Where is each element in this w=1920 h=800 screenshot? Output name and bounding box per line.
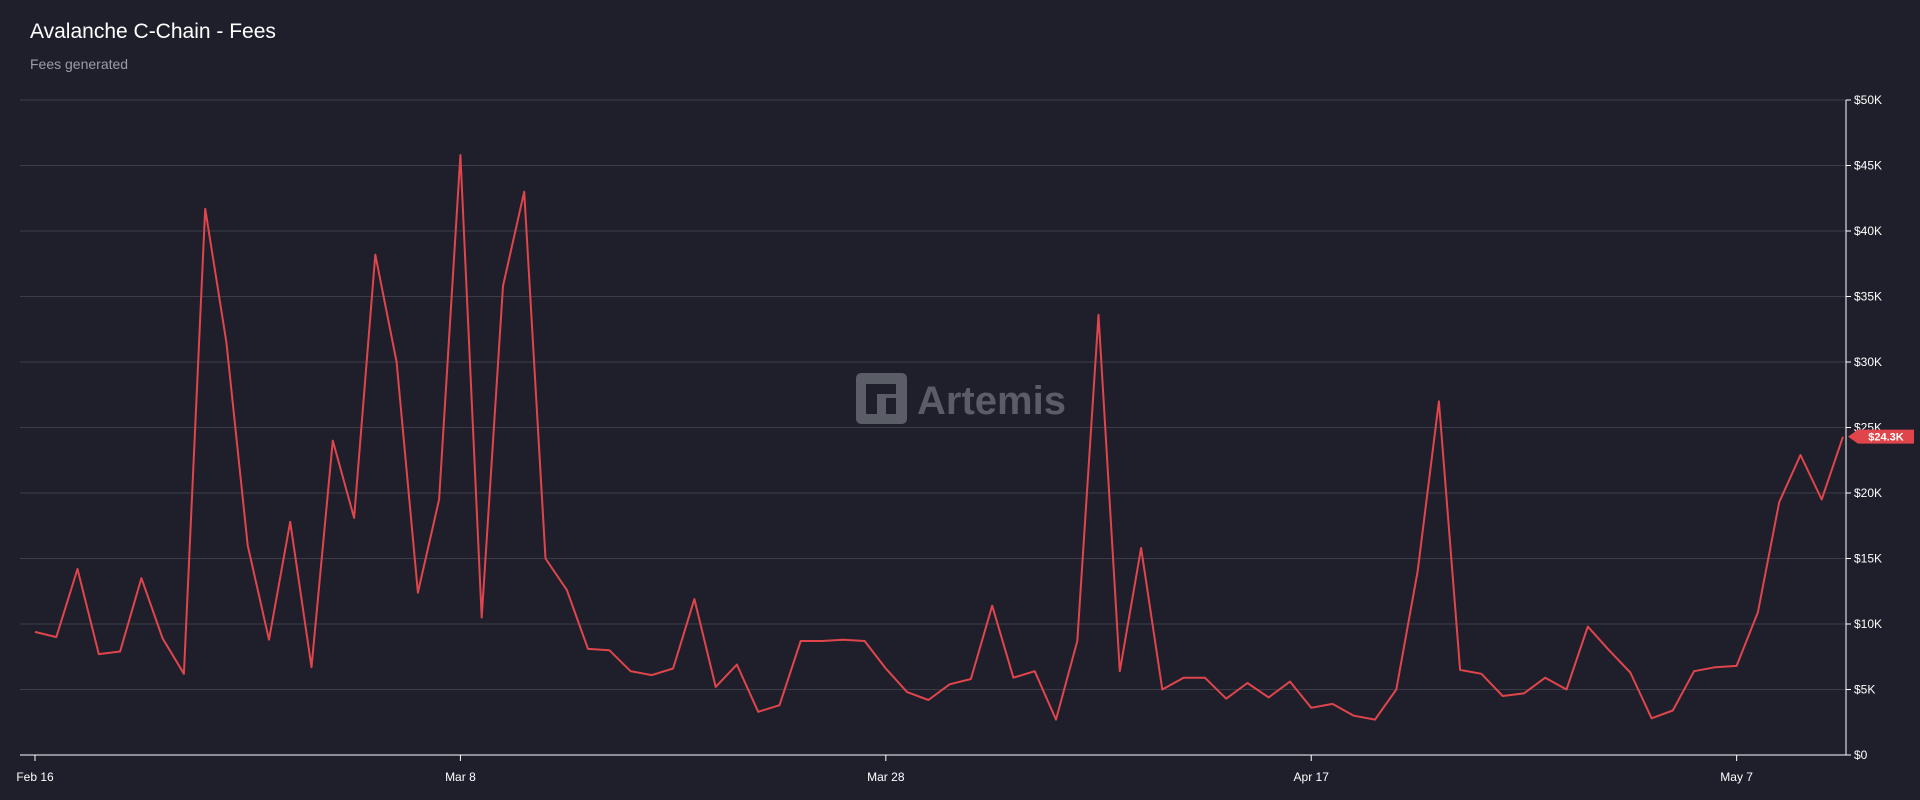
last-value-badge: $24.3K: [1848, 429, 1914, 444]
y-tick-label: $45K: [1854, 159, 1882, 173]
watermark-text: Artemis: [917, 379, 1066, 423]
x-tick-label: Feb 16: [16, 770, 54, 784]
y-axis: $0$5K$10K$15K$20K$25K$30K$35K$40K$45K$50…: [1845, 93, 1882, 762]
last-value-label: $24.3K: [1868, 432, 1904, 444]
chart-subtitle: Fees generated: [30, 56, 129, 72]
artemis-watermark: Artemis: [856, 373, 1066, 424]
x-axis: Feb 16 Mar 8 Mar 28 Apr 17 May 7: [16, 755, 1753, 784]
series-line-fees[interactable]: [34, 154, 1844, 721]
grid-lines: [20, 99, 1846, 756]
y-tick-label: $10K: [1854, 617, 1882, 631]
y-tick-label: $0: [1854, 748, 1868, 762]
series-layer: [34, 154, 1844, 721]
y-tick-label: $15K: [1854, 552, 1882, 566]
y-tick-label: $50K: [1854, 93, 1882, 107]
y-tick-label: $40K: [1854, 224, 1882, 238]
last-value-marker: [1848, 429, 1914, 444]
artemis-logo-icon: [856, 373, 907, 424]
y-tick-label: $35K: [1854, 290, 1882, 304]
x-tick-label: Mar 28: [867, 770, 905, 784]
x-tick-label: May 7: [1720, 770, 1753, 784]
y-tick-label: $30K: [1854, 355, 1882, 369]
y-tick-label: $20K: [1854, 486, 1882, 500]
x-tick-label: Apr 17: [1294, 770, 1330, 784]
chart-title: Avalanche C-Chain - Fees: [30, 20, 276, 43]
y-tick-label: $5K: [1854, 683, 1875, 697]
x-tick-label: Mar 8: [445, 770, 476, 784]
